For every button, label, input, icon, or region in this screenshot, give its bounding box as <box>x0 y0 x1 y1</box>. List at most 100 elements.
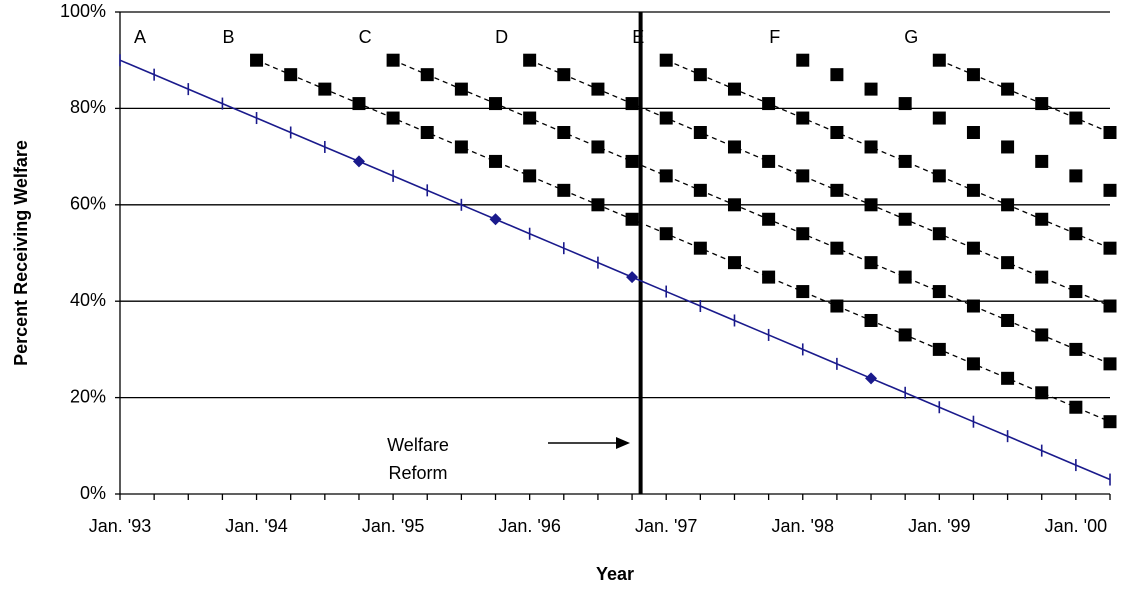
square-marker <box>659 227 673 241</box>
series-label: B <box>223 27 235 47</box>
square-marker <box>898 328 912 342</box>
square-marker <box>693 68 707 82</box>
square-marker <box>727 140 741 154</box>
y-axis-title: Percent Receiving Welfare <box>11 140 31 366</box>
series-line <box>939 59 1111 134</box>
square-marker <box>659 111 673 125</box>
diamond-marker <box>865 372 878 385</box>
x-tick-label: Jan. '00 <box>1045 516 1107 536</box>
square-marker <box>864 256 878 270</box>
square-marker <box>1069 400 1083 414</box>
square-marker <box>864 198 878 212</box>
square-marker <box>796 111 810 125</box>
square-marker <box>591 82 605 96</box>
square-marker <box>386 53 400 67</box>
square-marker <box>727 256 741 270</box>
square-marker <box>1001 82 1015 96</box>
square-marker <box>1069 342 1083 356</box>
square-marker <box>1001 371 1015 385</box>
diamond-marker <box>352 155 365 168</box>
x-tick-label: Jan. '99 <box>908 516 970 536</box>
square-marker <box>864 82 878 96</box>
square-marker <box>864 140 878 154</box>
x-tick-label: Jan. '96 <box>498 516 560 536</box>
square-marker <box>318 82 332 96</box>
square-marker <box>1069 111 1083 125</box>
square-marker <box>693 126 707 139</box>
square-marker <box>489 97 503 111</box>
square-marker <box>591 140 605 154</box>
square-marker <box>386 111 400 125</box>
square-marker <box>625 154 639 168</box>
square-marker <box>1035 270 1049 284</box>
square-marker <box>932 227 946 241</box>
square-marker <box>966 299 980 313</box>
square-marker <box>557 126 571 139</box>
square-marker <box>1103 415 1117 429</box>
square-marker <box>352 97 366 111</box>
square-marker <box>557 68 571 82</box>
square-marker <box>523 111 537 125</box>
square-marker <box>1103 126 1117 139</box>
diamond-marker <box>489 213 502 226</box>
square-marker <box>796 53 810 67</box>
square-marker <box>454 140 468 154</box>
square-marker <box>1103 299 1117 313</box>
square-marker <box>284 68 298 82</box>
square-marker <box>898 270 912 284</box>
square-marker <box>420 126 434 139</box>
square-marker <box>1103 241 1117 255</box>
series-line <box>256 59 1111 423</box>
square-marker <box>830 299 844 313</box>
square-marker <box>796 285 810 299</box>
square-marker <box>250 53 264 67</box>
x-tick-label: Jan. '98 <box>772 516 834 536</box>
x-axis-title: Year <box>596 564 634 584</box>
series-label: G <box>904 27 918 47</box>
x-tick-label: Jan. '93 <box>89 516 151 536</box>
square-marker <box>727 198 741 212</box>
square-marker <box>932 169 946 183</box>
square-marker <box>489 154 503 168</box>
square-marker <box>727 82 741 96</box>
square-marker <box>932 53 946 67</box>
square-marker <box>762 270 776 284</box>
square-marker <box>693 183 707 197</box>
square-marker <box>1035 97 1049 111</box>
series-label: D <box>495 27 508 47</box>
square-marker <box>1001 198 1015 212</box>
square-marker <box>932 111 946 125</box>
square-marker <box>1001 140 1015 154</box>
square-marker <box>932 342 946 356</box>
square-marker <box>523 53 537 67</box>
square-marker <box>796 169 810 183</box>
square-marker <box>830 126 844 139</box>
diamond-marker <box>626 271 639 284</box>
square-marker <box>796 227 810 241</box>
y-tick-label: 60% <box>70 194 106 214</box>
x-tick-label: Jan. '95 <box>362 516 424 536</box>
y-tick-label: 40% <box>70 290 106 310</box>
square-marker <box>1035 212 1049 226</box>
y-tick-label: 80% <box>70 97 106 117</box>
square-marker <box>898 212 912 226</box>
reform-label: Welfare Reform <box>365 431 471 481</box>
square-marker <box>625 212 639 226</box>
square-marker <box>591 198 605 212</box>
square-marker <box>1069 285 1083 299</box>
y-tick-label: 0% <box>80 483 106 503</box>
x-tick-label: Jan. '94 <box>225 516 287 536</box>
series-label: C <box>359 27 372 47</box>
square-marker <box>454 82 468 96</box>
square-marker <box>762 154 776 168</box>
square-marker <box>625 97 639 111</box>
square-marker <box>420 68 434 82</box>
square-marker <box>1069 169 1083 183</box>
square-marker <box>1103 183 1117 197</box>
series-line <box>392 59 1111 365</box>
series-line <box>529 59 1111 307</box>
square-marker <box>1035 386 1049 400</box>
series-label: E <box>632 27 644 47</box>
square-marker <box>659 169 673 183</box>
